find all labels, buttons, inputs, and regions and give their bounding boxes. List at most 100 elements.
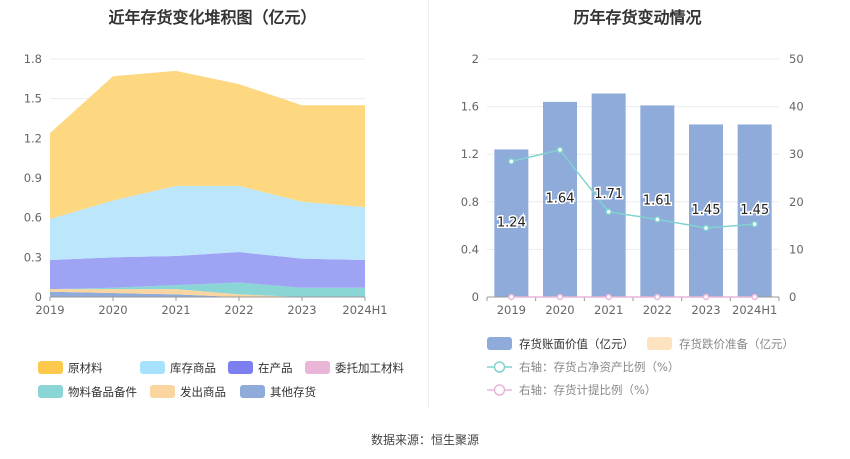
legend-swatch xyxy=(647,337,672,350)
legend-marker xyxy=(493,384,506,396)
left-y-tick-label: 1.2 xyxy=(24,131,42,145)
legend-label: 存货跌价准备（亿元） xyxy=(679,337,794,351)
right-x-tick-label: 2022 xyxy=(643,303,672,317)
legend-label: 物料备品备件 xyxy=(68,385,137,399)
area-series-其他存货 xyxy=(50,291,365,297)
legend-label: 右轴：存货占净资产比例（%） xyxy=(519,360,679,374)
legend-swatch xyxy=(140,361,165,374)
line-point[interactable] xyxy=(556,146,564,154)
line-point[interactable] xyxy=(654,293,661,301)
legend-item-物料备品备件[interactable]: 物料备品备件 xyxy=(38,385,137,399)
right-chart-left-y-tick-label: 2 xyxy=(472,52,479,66)
line-point[interactable] xyxy=(508,293,515,301)
right-x-tick-label: 2020 xyxy=(545,303,574,317)
line-point[interactable] xyxy=(751,293,758,301)
bar-value-label: 1.24 xyxy=(497,216,526,231)
right-x-tick-label: 2019 xyxy=(497,303,526,317)
right-chart-right-y-tick-label: 10 xyxy=(789,242,804,256)
legend-item-provision-ratio[interactable]: 右轴：存货计提比例（%） xyxy=(487,383,656,397)
right-chart-left-y-tick-label: 1.6 xyxy=(461,100,479,114)
right-chart-left-y-tick-label: 1.2 xyxy=(461,147,479,161)
left-y-tick-label: 0.3 xyxy=(24,250,42,264)
legend-swatch xyxy=(150,385,175,398)
legend-item-impairment[interactable]: 存货跌价准备（亿元） xyxy=(647,337,794,351)
area-series-物料备品备件 xyxy=(50,282,365,297)
left-x-tick-label: 2019 xyxy=(35,303,64,317)
line-point[interactable] xyxy=(605,293,612,301)
left-x-tick-label: 2020 xyxy=(98,303,127,317)
legend-item-net-asset-ratio[interactable]: 右轴：存货占净资产比例（%） xyxy=(487,360,679,374)
legend-label: 右轴：存货计提比例（%） xyxy=(519,383,656,397)
legend-label: 原材料 xyxy=(68,361,103,375)
legend-item-book-value[interactable]: 存货账面价值（亿元） xyxy=(487,337,634,351)
right-x-tick-label: 2021 xyxy=(594,303,623,317)
legend-item-库存商品[interactable]: 库存商品 xyxy=(140,361,216,375)
legend-item-委托加工材料[interactable]: 委托加工材料 xyxy=(305,361,404,375)
bar-2023[interactable] xyxy=(689,124,723,297)
area-series-库存商品 xyxy=(50,185,365,260)
bar-value-label: 1.45 xyxy=(740,203,769,218)
legend-label: 委托加工材料 xyxy=(335,361,404,375)
left-x-tick-label: 2023 xyxy=(287,303,316,317)
line-point[interactable] xyxy=(702,293,710,301)
right-chart-right-y-tick-label: 40 xyxy=(789,100,804,114)
bar-2021[interactable] xyxy=(591,93,626,297)
right-x-tick-label: 2024H1 xyxy=(732,303,777,317)
chart-divider xyxy=(428,0,429,408)
right-chart-left-y-tick-label: 0.4 xyxy=(461,242,479,256)
line-point[interactable] xyxy=(556,293,564,301)
legend-swatch xyxy=(228,361,253,374)
line-point[interactable] xyxy=(605,208,612,216)
left-chart-title: 近年存货变化堆积图（亿元） xyxy=(108,8,317,27)
bar-2022[interactable] xyxy=(640,105,675,297)
line-point[interactable] xyxy=(654,216,661,223)
bar-2020[interactable] xyxy=(543,101,577,297)
legend-item-发出商品[interactable]: 发出商品 xyxy=(150,385,226,399)
left-x-tick-label: 2024H1 xyxy=(342,303,387,317)
right-chart-right-y-tick-label: 30 xyxy=(789,147,804,161)
legend-item-原材料[interactable]: 原材料 xyxy=(38,361,103,375)
bar-value-label: 1.61 xyxy=(643,193,672,208)
left-y-tick-label: 0.9 xyxy=(24,171,42,185)
legend-label: 其他存货 xyxy=(270,385,316,399)
line-point[interactable] xyxy=(508,158,515,165)
left-x-tick-label: 2021 xyxy=(161,303,190,317)
area-series-发出商品 xyxy=(50,289,365,297)
line-point[interactable] xyxy=(751,220,758,228)
right-chart-left-y-tick-label: 0 xyxy=(472,290,479,304)
right-chart-right-y-tick-label: 50 xyxy=(789,52,804,66)
legend-label: 存货账面价值（亿元） xyxy=(519,337,634,351)
legend-swatch xyxy=(240,385,265,398)
bar-value-label: 1.71 xyxy=(594,187,623,202)
legend-swatch xyxy=(38,385,63,398)
bar-2024H1[interactable] xyxy=(737,124,772,297)
right-chart-title: 历年存货变动情况 xyxy=(573,8,702,27)
legend-swatch xyxy=(38,361,63,374)
left-y-tick-label: 0.6 xyxy=(24,211,42,225)
left-x-tick-label: 2022 xyxy=(224,303,253,317)
legend-marker xyxy=(493,361,506,373)
left-y-tick-label: 0 xyxy=(35,290,42,304)
stacked-area-chart: 0 0.3 0.6 0.9 1.2 1.5 1.8 2019 2020 2021 2022 2023 2… xyxy=(24,52,405,399)
left-y-tick-label: 1.8 xyxy=(24,52,42,66)
line-series-右轴：存货占净资产比例（%） xyxy=(511,149,755,229)
legend-swatch xyxy=(487,337,512,350)
legend-label: 在产品 xyxy=(258,361,293,375)
bar-2019[interactable] xyxy=(494,149,529,297)
bar-value-label: 1.45 xyxy=(692,203,721,218)
right-chart-right-y-tick-label: 20 xyxy=(789,195,804,209)
bar-value-label: 1.64 xyxy=(546,191,575,206)
right-chart-left-y-tick-label: 0.8 xyxy=(461,195,479,209)
legend-label: 发出商品 xyxy=(180,385,226,399)
right-chart-right-y-tick-label: 0 xyxy=(789,290,796,304)
right-x-tick-label: 2023 xyxy=(691,303,720,317)
legend-swatch xyxy=(305,361,330,374)
legend-item-在产品[interactable]: 在产品 xyxy=(228,361,293,375)
data-source-note: 数据来源：恒生聚源 xyxy=(370,433,479,447)
left-y-tick-label: 1.5 xyxy=(24,92,42,106)
legend-item-其他存货[interactable]: 其他存货 xyxy=(240,385,316,399)
area-series-在产品 xyxy=(50,252,365,290)
legend-label: 库存商品 xyxy=(170,361,216,375)
line-point[interactable] xyxy=(702,224,710,232)
